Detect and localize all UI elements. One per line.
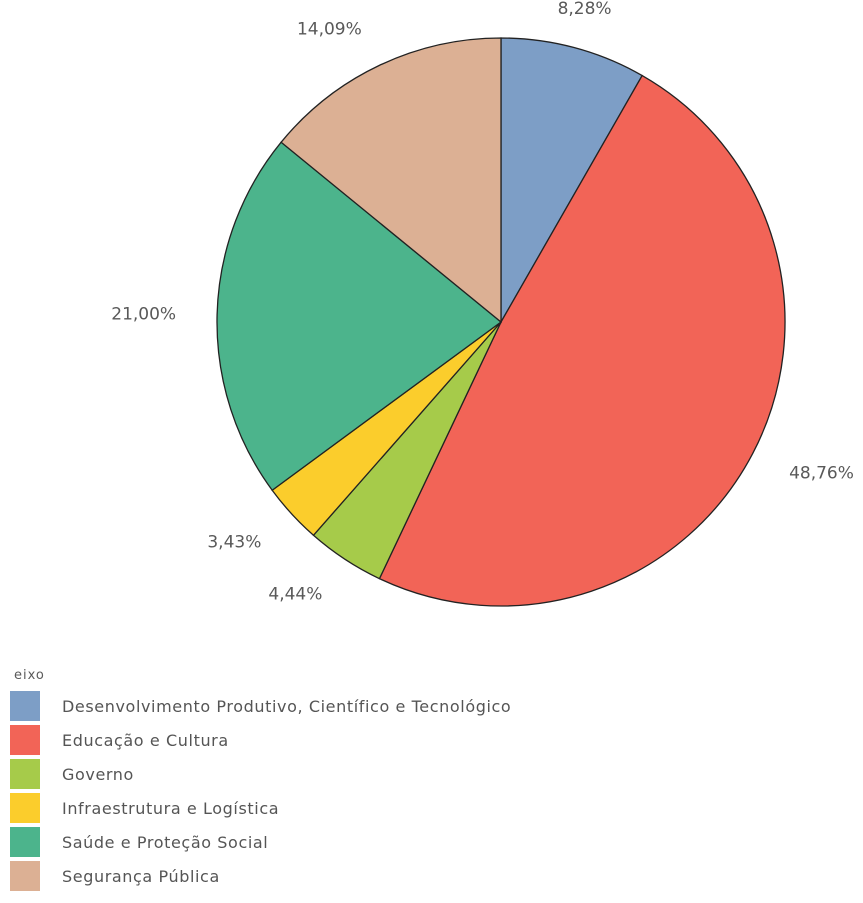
legend-label: Desenvolvimento Produtivo, Científico e … [62,696,512,716]
slice-value-label: 21,00% [111,305,176,325]
legend-swatch [10,827,40,857]
legend-title: eixo [14,668,45,683]
legend-swatch [10,759,40,789]
legend-label: Governo [62,764,134,784]
slice-value-label: 14,09% [297,19,362,39]
legend-item: Segurança Pública [10,859,511,893]
legend-item: Saúde e Proteção Social [10,825,511,859]
pie-slice [500,37,644,325]
slice-value-label: 8,28% [558,0,612,19]
legend-item: Educação e Cultura [10,723,511,757]
legend-item: Governo [10,757,511,791]
legend-item: Desenvolvimento Produtivo, Científico e … [10,689,511,723]
legend-label: Infraestrutura e Logística [62,798,280,818]
pie-slice [280,37,502,324]
legend-swatch [10,691,40,721]
pie-chart: 8,28% 48,76% 4,44% 3,43% 21,00% 14,09% [111,0,854,607]
slice-value-label: 4,44% [268,585,322,605]
legend-swatch [10,725,40,755]
pie-slice [378,74,786,607]
pie-slice [216,141,503,492]
legend-label: Segurança Pública [62,866,220,886]
legend-label: Educação e Cultura [62,730,229,750]
legend-label: Saúde e Proteção Social [62,832,269,852]
slice-value-label: 3,43% [207,533,261,553]
legend: eixo Desenvolvimento Produtivo, Científi… [10,668,511,893]
legend-swatch [10,861,40,891]
legend-swatch [10,793,40,823]
legend-item: Infraestrutura e Logística [10,791,511,825]
slice-value-label: 48,76% [789,463,854,483]
